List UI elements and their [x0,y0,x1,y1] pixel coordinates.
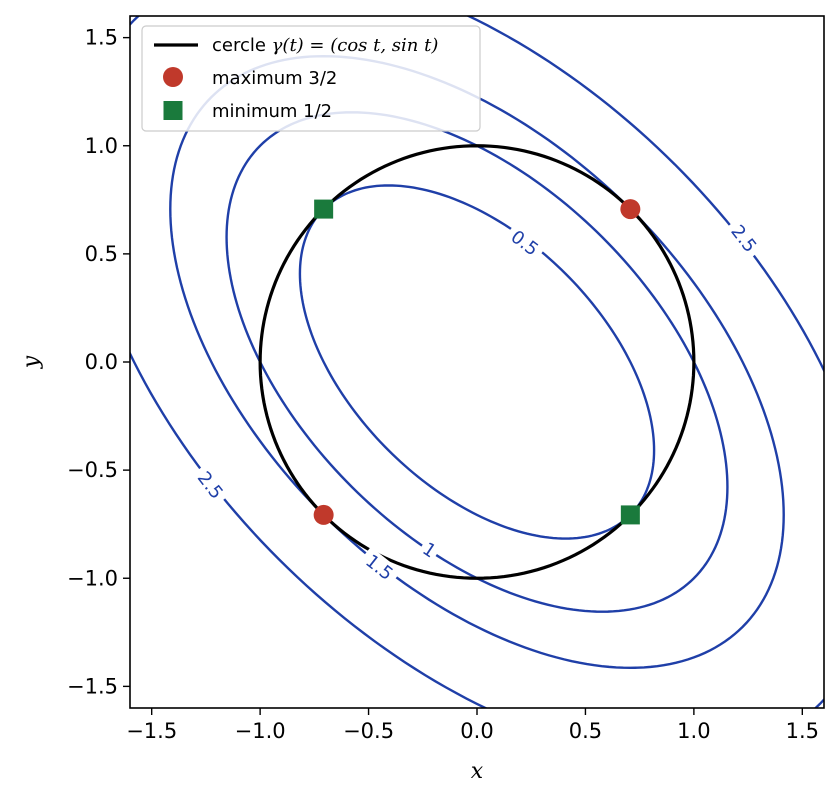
maximum-marker [620,199,641,220]
y-tick-label: −1.5 [67,674,118,698]
y-tick-label: 0.5 [85,242,118,266]
contour-label-bg [416,536,443,565]
maximum-marker [313,504,334,525]
y-axis-label: y [19,355,44,369]
legend-maximum-label: maximum 3/2 [212,68,337,89]
y-tick-label: 1.0 [85,134,118,158]
x-axis-label: x [471,759,484,784]
y-tick-label: −0.5 [67,458,118,482]
x-tick-label: −1.0 [235,719,286,743]
y-tick-label: 1.5 [85,26,118,50]
legend-box [141,25,481,132]
contour-label-bg [502,222,547,264]
x-tick-label: −1.5 [126,719,177,743]
minimum-marker [620,505,640,525]
x-tick-label: 1.5 [786,719,819,743]
legend-circle-label: cercle γ(t) = (cos t, sin t) [212,35,438,56]
contour-line [130,16,824,708]
x-tick-label: 0.5 [569,719,602,743]
legend: cercle γ(t) = (cos t, sin t) maximum 3/2… [141,25,481,132]
contour-label-bg [189,463,231,508]
legend-minimum-swatch [163,101,183,120]
legend-maximum-swatch [163,67,183,87]
unit-circle-line [258,144,696,580]
x-axis-ticks: −1.5 −1.0 −0.5 0.0 0.5 1.0 1.5 [126,708,819,743]
minimum-marker [314,199,334,219]
x-tick-label: 0.0 [460,719,493,743]
contour-label-bg [723,216,765,261]
x-tick-label: −0.5 [343,719,394,743]
legend-minimum-label: minimum 1/2 [212,101,332,122]
contour-line [298,184,656,540]
y-tick-label: −1.0 [67,566,118,590]
extremum-markers [313,199,641,525]
contour-label-bg [357,546,402,589]
x-tick-label: 1.0 [677,719,710,743]
y-tick-label: 0.0 [85,350,118,374]
y-axis-ticks: −1.5 −1.0 −0.5 0.0 0.5 1.0 1.5 [67,26,130,698]
